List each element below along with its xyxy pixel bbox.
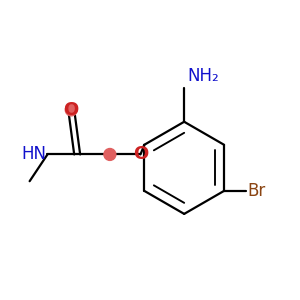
Text: Br: Br	[248, 182, 266, 200]
Text: O: O	[64, 101, 79, 119]
Text: HN: HN	[21, 146, 46, 164]
Circle shape	[104, 148, 116, 160]
Text: NH₂: NH₂	[188, 67, 220, 85]
Text: O: O	[133, 146, 148, 164]
Circle shape	[65, 104, 77, 116]
